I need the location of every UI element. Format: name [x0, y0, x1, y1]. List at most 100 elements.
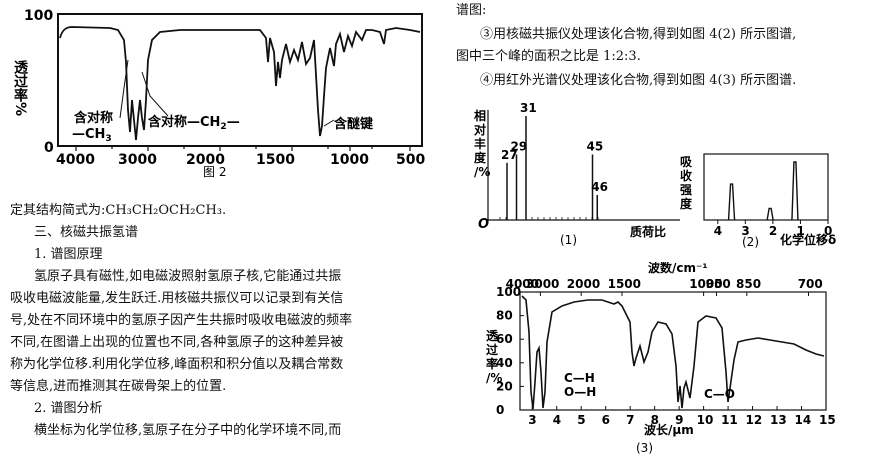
ir-bottom-tick-label-3: 3 [528, 413, 536, 427]
nmr-tick-label-2: 2 [769, 224, 777, 238]
nmr-frame [703, 153, 829, 221]
ir-y-tick-label-0: 0 [496, 403, 504, 417]
nmr-spectrum: 吸 收 强 度 4 3 2 1 0 (2) 化学位移δ [680, 153, 836, 249]
ir-top-tick-label-1000: 1000 [689, 277, 722, 291]
principle-line-1: 氢原子具有磁性,如电磁波照射氢原子核,它能通过共振 [34, 269, 342, 284]
ms-y-title-1: 相 [474, 108, 486, 123]
anno-sym-ch3-line2: —CH3 [72, 127, 112, 144]
ir-bottom-tick-label-11: 11 [721, 413, 738, 427]
principle-line-6: 等信息,进而推测其在碳骨架上的位置. [10, 379, 227, 394]
ms-y-title-3: 丰 [474, 136, 486, 151]
ms-peak-label-29: 29 [511, 139, 528, 153]
x-tick-1000: 1000 [330, 152, 369, 168]
x-tick-3000: 3000 [118, 152, 157, 168]
ms-peak-label-46: 46 [591, 180, 608, 194]
nmr-tick-label-0: 0 [824, 224, 832, 238]
ir-y-title-1: 透 [486, 329, 499, 343]
nmr-peak-0 [727, 183, 736, 221]
principle-line-3: 号,处在不同环境中的氢原子因产生共振时吸收电磁波的频率 [10, 313, 353, 328]
ir-bottom-tick-label-10: 10 [697, 413, 714, 427]
nmr-x-ticks: 4 3 2 1 0 [714, 220, 832, 238]
ir-bottom-tick-label-12: 12 [746, 413, 763, 427]
x-tick-500: 500 [396, 152, 425, 168]
ms-y-title-4: 度 [474, 150, 487, 165]
ir-bottom-title: 波长/μm [644, 422, 694, 437]
nmr-y-title-4: 度 [680, 196, 693, 211]
ir-anno-oh: O—H [564, 385, 596, 399]
y-label-0: 0 [44, 140, 54, 156]
ir-bottom-ticks: 3 4 5 6 7 8 9 10 11 12 13 14 15 [528, 406, 836, 427]
ir-spectrum-figure-2: 100 0 透过率% 4000 3000 2000 1500 1000 500 [12, 8, 425, 178]
ir-top-tick-label-3000: 3000 [526, 277, 559, 291]
ms-y-title-5: /% [474, 165, 490, 179]
figure-2-caption: 图 2 [203, 165, 226, 178]
ir-bottom-tick-label-5: 5 [577, 413, 585, 427]
ms-y-title-2: 对 [474, 122, 486, 137]
nmr-caption: (2) [742, 235, 759, 249]
nmr-tick-label-4: 4 [714, 224, 722, 238]
anno-sym-ch3-line1: 含对称 [73, 110, 113, 126]
anno-ether: 含醚键 [333, 116, 373, 132]
ms-peak-label-45: 45 [587, 139, 604, 153]
ir-bottom-tick-label-15: 15 [819, 413, 836, 427]
ir-y-tick-label-100: 100 [496, 285, 521, 299]
ir-anno-co: C—O [704, 387, 735, 401]
step-4-line: ④用红外光谱仪处理该化合物,得到如图 4(3) 所示图谱. [480, 73, 797, 88]
ms-caption: (1) [560, 233, 577, 247]
ir-top-tick-label-850: 850 [736, 277, 761, 291]
y-label-100: 100 [24, 8, 53, 24]
x-ticks [75, 146, 411, 151]
subheading-principle: 1. 谱图原理 [34, 247, 103, 262]
step-3-line-2: 图中三个峰的面积之比是 1:2:3. [456, 49, 641, 64]
nmr-x-title: 化学位移δ [780, 232, 836, 247]
ms-x-title: 质荷比 [630, 224, 666, 239]
nmr-tick-label-3: 3 [741, 224, 749, 238]
ir-y-ticks: 100 80 60 40 20 0 [496, 285, 524, 417]
ir-top-tick-label-1500: 1500 [608, 277, 641, 291]
ir-bottom-tick-label-6: 6 [602, 413, 610, 427]
principle-line-2: 吸收电磁波能量,发生跃迁.用核磁共振仪可以记录到有关信 [10, 291, 344, 306]
ir-bottom-tick-label-14: 14 [795, 413, 812, 427]
x-tick-1500: 1500 [256, 152, 295, 168]
ms-peak-label-27: 27 [501, 148, 518, 162]
ir-y-title-3: 率 [486, 356, 498, 371]
ir-caption: (3) [636, 441, 653, 455]
ir-top-tick-label-700: 700 [798, 277, 823, 291]
ir-trace [521, 295, 825, 410]
spectra-intro: 谱图: [456, 3, 487, 18]
principle-line-5: 称为化学位移.利用化学位移,峰面积和积分值以及耦合常数 [10, 357, 344, 372]
ir-y-tick-label-60: 60 [496, 332, 513, 346]
subheading-analysis: 2. 谱图分析 [34, 401, 103, 416]
ms-baseline-ticks [499, 217, 599, 220]
anno-sym-ch2: 含对称—CH2— [147, 114, 240, 132]
ir-y-tick-label-40: 40 [496, 356, 513, 370]
step-3-line-1: ③用核磁共振仪处理该化合物,得到如图 4(2) 所示图谱, [480, 27, 797, 42]
structure-line: 定其结构简式为:CH₃CH₂OCH₂CH₃. [10, 203, 227, 218]
nmr-peak-1 [766, 207, 774, 221]
chart-frame [57, 13, 423, 147]
analysis-line-1: 横坐标为化学位移,氢原子在分子中的化学环境不同,而 [34, 423, 342, 438]
nmr-peak-2 [791, 161, 799, 221]
ir-bottom-tick-label-13: 13 [770, 413, 787, 427]
ir-top-tick-label-2000: 2000 [567, 277, 600, 291]
ir-frame [519, 291, 827, 411]
ir-y-title-2: 过 [486, 342, 498, 357]
ir-bottom-tick-label-9: 9 [675, 413, 683, 427]
nmr-y-title-2: 收 [680, 168, 692, 183]
ir-y-tick-label-80: 80 [496, 309, 513, 323]
nmr-y-title-1: 吸 [680, 155, 693, 169]
ir-y-tick-label-20: 20 [496, 379, 513, 393]
principle-line-4: 不同,在图谱上出现的位置也不同,各种氢原子的这种差异被 [10, 335, 344, 350]
nmr-tick-label-1: 1 [796, 224, 804, 238]
x-tick-2000: 2000 [186, 152, 225, 168]
nmr-peaks [727, 161, 799, 221]
ir-top-tick-label-950: 950 [706, 277, 731, 291]
ir-bottom-tick-label-8: 8 [651, 413, 659, 427]
spectrum-trace [59, 26, 421, 141]
ir-y-title-4: /% [486, 371, 502, 385]
ms-origin: O [478, 217, 489, 232]
annotation-leaders [119, 59, 335, 127]
